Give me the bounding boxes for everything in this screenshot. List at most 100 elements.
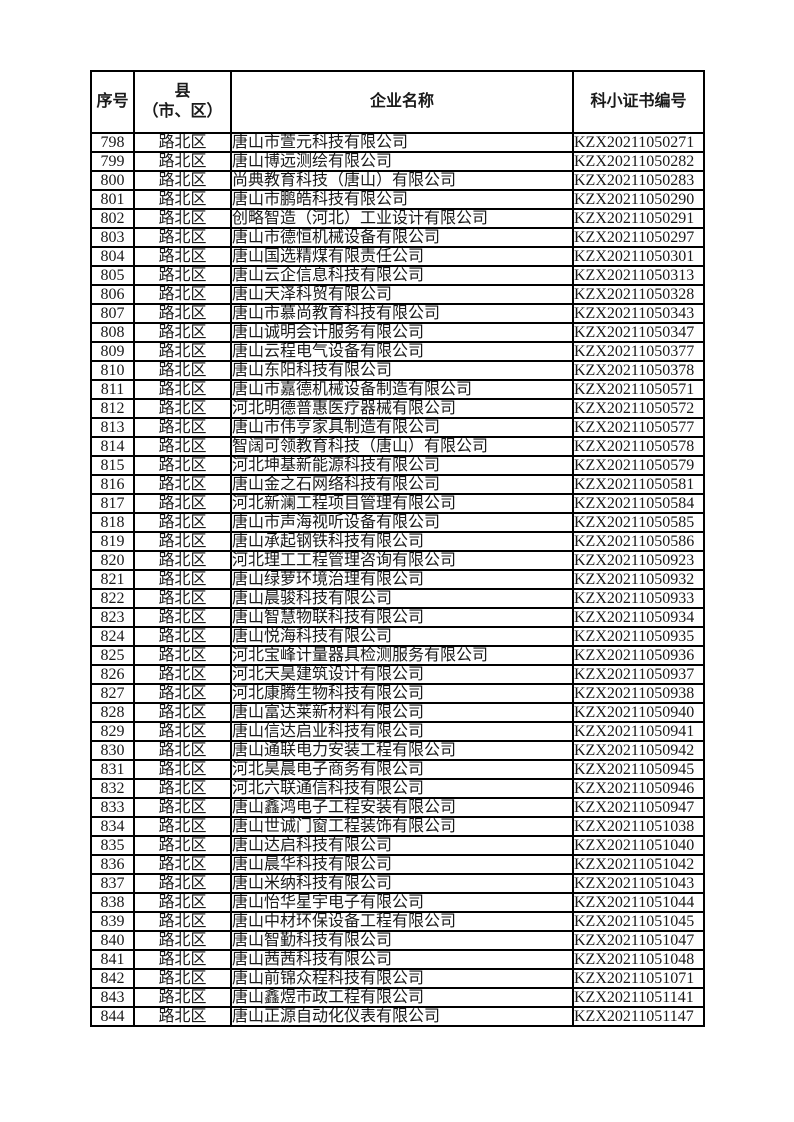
certificate-number-cell: KZX20211050271 [572,132,705,153]
serial-cell: 829 [90,721,135,742]
serial-cell: 800 [90,170,135,191]
company-name-cell: 唐山绿萝环境治理有限公司 [230,569,574,590]
certificate-number-cell: KZX20211050283 [572,170,705,191]
company-name-cell: 唐山世诚门窗工程装饰有限公司 [230,816,574,837]
district-cell: 路北区 [133,721,232,742]
certificate-number-cell: KZX20211050945 [572,759,705,780]
district-cell: 路北区 [133,512,232,533]
district-cell: 路北区 [133,303,232,324]
company-name-cell: 创略智造（河北）工业设计有限公司 [230,208,574,229]
certificate-number-cell: KZX20211050290 [572,189,705,210]
certificate-number-cell: KZX20211050571 [572,379,705,400]
table-row: 831 路北区 河北昊晨电子商务有限公司 KZX20211050945 [90,759,705,780]
serial-cell: 808 [90,322,135,343]
certificate-number-cell: KZX20211050941 [572,721,705,742]
table-row: 824 路北区 唐山悦海科技有限公司 KZX20211050935 [90,626,705,647]
company-name-cell: 唐山茜茜科技有限公司 [230,949,574,970]
district-cell: 路北区 [133,873,232,894]
district-cell: 路北区 [133,189,232,210]
district-cell: 路北区 [133,398,232,419]
district-cell: 路北区 [133,493,232,514]
serial-cell: 826 [90,664,135,685]
table-row: 842 路北区 唐山前锦众程科技有限公司 KZX20211051071 [90,968,705,989]
serial-cell: 805 [90,265,135,286]
serial-cell: 807 [90,303,135,324]
table-row: 813 路北区 唐山市伟亨家具制造有限公司 KZX20211050577 [90,417,705,438]
table-row: 801 路北区 唐山市鹏皓科技有限公司 KZX20211050290 [90,189,705,210]
table-row: 841 路北区 唐山茜茜科技有限公司 KZX20211051048 [90,949,705,970]
company-name-cell: 唐山晨骏科技有限公司 [230,588,574,609]
company-name-cell: 河北天昊建筑设计有限公司 [230,664,574,685]
company-name-cell: 河北六联通信科技有限公司 [230,778,574,799]
certificate-number-cell: KZX20211050347 [572,322,705,343]
table-row: 843 路北区 唐山鑫煜市政工程有限公司 KZX20211051141 [90,987,705,1008]
certificate-number-cell: KZX20211051038 [572,816,705,837]
table-row: 838 路北区 唐山怡华星宇电子有限公司 KZX20211051044 [90,892,705,913]
district-cell: 路北区 [133,132,232,153]
company-name-cell: 唐山市鹏皓科技有限公司 [230,189,574,210]
district-cell: 路北区 [133,740,232,761]
company-name-cell: 唐山博远测绘有限公司 [230,151,574,172]
certificate-number-cell: KZX20211050282 [572,151,705,172]
company-name-cell: 唐山市伟亨家具制造有限公司 [230,417,574,438]
company-name-cell: 河北新澜工程项目管理有限公司 [230,493,574,514]
company-name-cell: 唐山市慕尚教育科技有限公司 [230,303,574,324]
table-row: 814 路北区 智阔可领教育科技（唐山）有限公司 KZX20211050578 [90,436,705,457]
company-name-cell: 智阔可领教育科技（唐山）有限公司 [230,436,574,457]
header-serial: 序号 [90,70,135,134]
company-name-cell: 唐山富达莱新材料有限公司 [230,702,574,723]
serial-cell: 822 [90,588,135,609]
district-cell: 路北区 [133,930,232,951]
certificate-number-cell: KZX20211050584 [572,493,705,514]
serial-cell: 820 [90,550,135,571]
company-name-cell: 河北明德普惠医疗器械有限公司 [230,398,574,419]
table-row: 799 路北区 唐山博远测绘有限公司 KZX20211050282 [90,151,705,172]
district-cell: 路北区 [133,246,232,267]
serial-cell: 844 [90,1006,135,1027]
table-row: 829 路北区 唐山信达启业科技有限公司 KZX20211050941 [90,721,705,742]
serial-cell: 843 [90,987,135,1008]
table-row: 803 路北区 唐山市德恒机械设备有限公司 KZX20211050297 [90,227,705,248]
serial-cell: 818 [90,512,135,533]
serial-cell: 806 [90,284,135,305]
certificate-number-cell: KZX20211051040 [572,835,705,856]
district-cell: 路北区 [133,702,232,723]
table-row: 839 路北区 唐山中材环保设备工程有限公司 KZX20211051045 [90,911,705,932]
district-cell: 路北区 [133,797,232,818]
company-name-cell: 唐山晨华科技有限公司 [230,854,574,875]
district-cell: 路北区 [133,550,232,571]
district-cell: 路北区 [133,949,232,970]
district-cell: 路北区 [133,645,232,666]
district-cell: 路北区 [133,664,232,685]
certificate-number-cell: KZX20211050572 [572,398,705,419]
table-row: 802 路北区 创略智造（河北）工业设计有限公司 KZX20211050291 [90,208,705,229]
company-name-cell: 唐山金之石网络科技有限公司 [230,474,574,495]
serial-cell: 799 [90,151,135,172]
table-body: 798 路北区 唐山市萱元科技有限公司 KZX20211050271 799 路北区 唐山博… [90,132,705,1027]
district-cell: 路北区 [133,265,232,286]
certificate-number-cell: KZX20211050940 [572,702,705,723]
table-row: 809 路北区 唐山云程电气设备有限公司 KZX20211050377 [90,341,705,362]
company-name-cell: 河北宝峰计量器具检测服务有限公司 [230,645,574,666]
company-name-cell: 唐山天泽科贸有限公司 [230,284,574,305]
district-cell: 路北区 [133,683,232,704]
company-name-cell: 唐山悦海科技有限公司 [230,626,574,647]
serial-cell: 798 [90,132,135,153]
header-certificate: 科小证书编号 [572,70,705,134]
table-row: 816 路北区 唐山金之石网络科技有限公司 KZX20211050581 [90,474,705,495]
table-row: 832 路北区 河北六联通信科技有限公司 KZX20211050946 [90,778,705,799]
table-row: 835 路北区 唐山达启科技有限公司 KZX20211051040 [90,835,705,856]
serial-cell: 812 [90,398,135,419]
serial-cell: 840 [90,930,135,951]
district-cell: 路北区 [133,569,232,590]
certificate-number-cell: KZX20211050923 [572,550,705,571]
certificate-number-cell: KZX20211050377 [572,341,705,362]
serial-cell: 815 [90,455,135,476]
serial-cell: 825 [90,645,135,666]
table-row: 828 路北区 唐山富达莱新材料有限公司 KZX20211050940 [90,702,705,723]
district-cell: 路北区 [133,588,232,609]
certificate-number-cell: KZX20211050291 [572,208,705,229]
serial-cell: 810 [90,360,135,381]
certificate-number-cell: KZX20211050933 [572,588,705,609]
